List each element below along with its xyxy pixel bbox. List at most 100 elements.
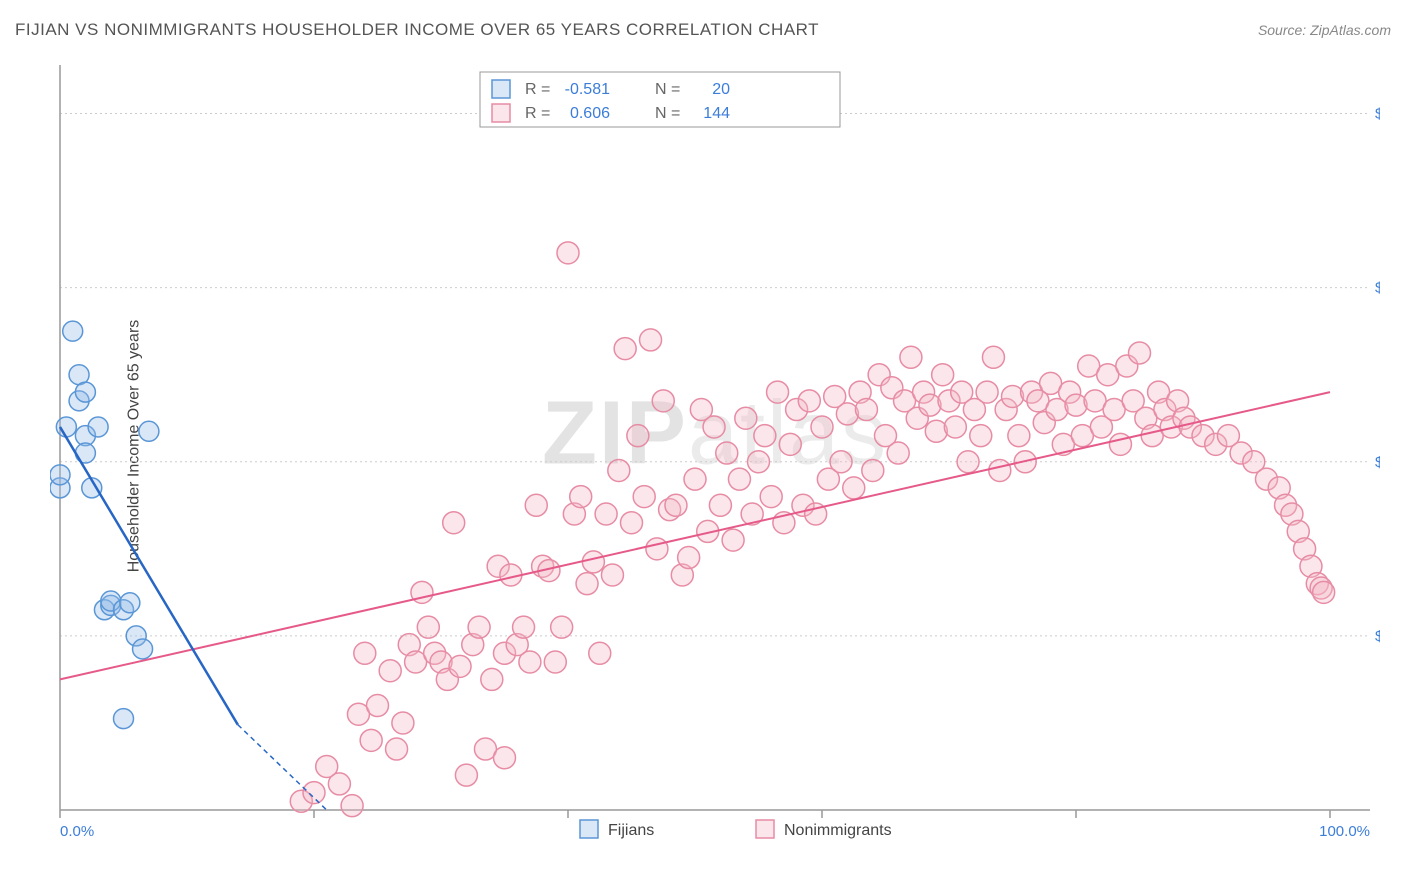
scatter-point xyxy=(748,451,770,473)
scatter-point xyxy=(830,451,852,473)
scatter-point xyxy=(582,551,604,573)
scatter-point xyxy=(811,416,833,438)
scatter-point xyxy=(900,346,922,368)
scatter-point xyxy=(551,616,573,638)
scatter-point xyxy=(544,651,566,673)
scatter-point xyxy=(303,782,325,804)
scatter-point xyxy=(75,382,95,402)
scatter-point xyxy=(120,593,140,613)
scatter-point xyxy=(760,486,782,508)
scatter-point xyxy=(589,642,611,664)
scatter-point xyxy=(367,695,389,717)
scatter-point xyxy=(614,338,636,360)
scatter-point xyxy=(392,712,414,734)
scatter-point xyxy=(513,616,535,638)
scatter-point xyxy=(957,451,979,473)
scatter-point xyxy=(678,547,700,569)
scatter-point xyxy=(417,616,439,638)
scatter-point xyxy=(468,616,490,638)
svg-text:$100,000: $100,000 xyxy=(1375,106,1380,123)
scatter-point xyxy=(494,747,516,769)
scatter-point xyxy=(703,416,725,438)
scatter-point xyxy=(887,442,909,464)
scatter-point xyxy=(665,494,687,516)
source-attribution: Source: ZipAtlas.com xyxy=(1258,22,1391,38)
legend-swatch xyxy=(756,820,774,838)
scatter-point xyxy=(481,668,503,690)
scatter-point xyxy=(557,242,579,264)
regression-line xyxy=(60,427,238,725)
svg-text:$60,000: $60,000 xyxy=(1375,454,1380,471)
scatter-point xyxy=(328,773,350,795)
scatter-point xyxy=(716,442,738,464)
svg-text:144: 144 xyxy=(703,105,730,122)
svg-text:R =: R = xyxy=(525,105,550,122)
scatter-point xyxy=(449,655,471,677)
scatter-point xyxy=(798,390,820,412)
svg-text:20: 20 xyxy=(712,81,730,98)
scatter-point xyxy=(608,459,630,481)
scatter-point xyxy=(63,321,83,341)
scatter-point xyxy=(982,346,1004,368)
scatter-point xyxy=(443,512,465,534)
scatter-point xyxy=(354,642,376,664)
scatter-point xyxy=(633,486,655,508)
scatter-point xyxy=(684,468,706,490)
scatter-point xyxy=(843,477,865,499)
scatter-point xyxy=(735,407,757,429)
scatter-point xyxy=(595,503,617,525)
scatter-point xyxy=(386,738,408,760)
chart-title: FIJIAN VS NONIMMIGRANTS HOUSEHOLDER INCO… xyxy=(15,20,819,40)
scatter-point xyxy=(652,390,674,412)
scatter-point xyxy=(525,494,547,516)
scatter-point xyxy=(114,709,134,729)
svg-text:$40,000: $40,000 xyxy=(1375,628,1380,645)
scatter-point xyxy=(862,459,884,481)
svg-text:R =: R = xyxy=(525,81,550,98)
scatter-point xyxy=(944,416,966,438)
scatter-point xyxy=(139,421,159,441)
scatter-point xyxy=(56,417,76,437)
scatter-point xyxy=(570,486,592,508)
legend-label: Nonimmigrants xyxy=(784,822,892,839)
chart-container: ZIPatlas $40,000$60,000$80,000$100,0000.… xyxy=(50,60,1380,840)
scatter-point xyxy=(722,529,744,551)
scatter-point xyxy=(1065,394,1087,416)
scatter-point xyxy=(50,465,70,485)
svg-text:N =: N = xyxy=(655,105,680,122)
svg-text:0.606: 0.606 xyxy=(570,105,610,122)
scatter-point xyxy=(779,433,801,455)
scatter-point xyxy=(728,468,750,490)
svg-text:0.0%: 0.0% xyxy=(60,823,94,840)
scatter-point xyxy=(932,364,954,386)
scatter-point xyxy=(1129,342,1151,364)
scatter-plot: $40,000$60,000$80,000$100,0000.0%100.0%R… xyxy=(50,60,1380,840)
scatter-point xyxy=(88,417,108,437)
scatter-point xyxy=(640,329,662,351)
scatter-point xyxy=(709,494,731,516)
svg-text:N =: N = xyxy=(655,81,680,98)
scatter-point xyxy=(646,538,668,560)
scatter-point xyxy=(379,660,401,682)
scatter-point xyxy=(970,425,992,447)
scatter-point xyxy=(519,651,541,673)
scatter-point xyxy=(925,420,947,442)
svg-text:$80,000: $80,000 xyxy=(1375,280,1380,297)
scatter-point xyxy=(754,425,776,447)
scatter-point xyxy=(621,512,643,534)
scatter-point xyxy=(627,425,649,447)
scatter-point xyxy=(767,381,789,403)
legend-label: Fijians xyxy=(608,822,654,839)
scatter-point xyxy=(455,764,477,786)
scatter-point xyxy=(576,573,598,595)
scatter-point xyxy=(855,399,877,421)
scatter-point xyxy=(919,394,941,416)
svg-text:-0.581: -0.581 xyxy=(565,81,610,98)
scatter-point xyxy=(836,403,858,425)
scatter-point xyxy=(360,729,382,751)
scatter-point xyxy=(1008,425,1030,447)
scatter-point xyxy=(133,639,153,659)
scatter-point xyxy=(1002,385,1024,407)
scatter-point xyxy=(989,459,1011,481)
scatter-point xyxy=(976,381,998,403)
